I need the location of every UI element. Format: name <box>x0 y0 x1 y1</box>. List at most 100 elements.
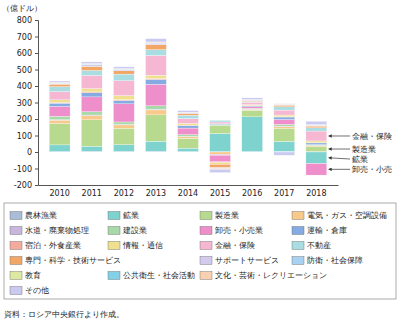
bar-segment <box>306 126 327 128</box>
bar-segment <box>145 106 166 109</box>
y-tick-label: 100 <box>17 132 32 141</box>
annotation-arrow <box>329 158 350 159</box>
y-tick-mark <box>35 152 38 153</box>
bar-segment <box>145 50 166 56</box>
legend-swatch <box>108 272 120 280</box>
x-tick-label: 2012 <box>114 189 134 198</box>
y-tick-mark <box>35 136 38 137</box>
bar-segment <box>145 115 166 141</box>
legend-item: 情報・通信 <box>108 241 163 250</box>
bar-segment <box>178 138 199 148</box>
legend-item: 金融・保険 <box>200 241 255 250</box>
annotation-label: 製造業 <box>352 145 376 154</box>
bar-segment <box>242 102 263 104</box>
y-axis-title: （億ドル） <box>2 4 42 13</box>
x-tick-label: 2018 <box>306 189 326 198</box>
bar-segment <box>113 67 134 69</box>
bar-segment <box>274 103 295 104</box>
y-tick: -100 <box>14 165 38 174</box>
legend-label: 文化・芸術・レクリエーション <box>215 271 327 280</box>
x-tick: 2013 <box>146 189 166 198</box>
bar-segment <box>306 147 327 152</box>
legend-item: 卸売・小売業 <box>200 226 263 235</box>
bar-segment <box>49 116 70 119</box>
bar-segment <box>210 122 231 124</box>
bar-segment <box>49 81 70 82</box>
bar-segment <box>306 125 327 126</box>
bar-segment <box>306 152 327 164</box>
y-tick-label: 200 <box>17 115 32 124</box>
bar-segment <box>306 164 327 176</box>
bar-segment <box>274 124 295 126</box>
legend-item: 不動産 <box>292 241 331 250</box>
y-tick: 300 <box>17 99 38 108</box>
legend-swatch <box>292 227 304 235</box>
bar-segment <box>81 66 102 70</box>
y-tick-label: 700 <box>17 33 32 42</box>
bar-segment <box>113 122 134 124</box>
annotation-label: 卸売・小売 <box>352 165 392 174</box>
series-group <box>49 110 327 151</box>
legend-label: 金融・保険 <box>215 241 255 250</box>
bar-segment <box>49 123 70 144</box>
bar-segment <box>210 120 231 122</box>
bar-segment <box>210 164 231 167</box>
bar-segment <box>210 155 231 162</box>
legend-swatch <box>292 242 304 250</box>
legend-item: その他 <box>10 286 49 295</box>
bar-segment <box>81 97 102 112</box>
x-tick-label: 2015 <box>210 189 230 198</box>
y-tick: -200 <box>14 181 38 190</box>
legend-item: 製造業 <box>200 211 239 220</box>
legend-swatch <box>200 227 212 235</box>
bar-segment <box>210 169 231 172</box>
bar-segment <box>81 75 102 88</box>
bar-segment <box>49 120 70 123</box>
bar-segment <box>49 82 70 83</box>
legend-item: 文化・芸術・レクリエーション <box>200 271 327 280</box>
bar-segment <box>306 141 327 143</box>
legend-swatch <box>200 212 212 220</box>
legend-swatch <box>292 257 304 265</box>
bar-segment <box>210 124 231 126</box>
legend-swatch <box>10 242 22 250</box>
bar-segment <box>113 125 134 128</box>
bar-segment <box>145 45 166 50</box>
legend-swatch <box>108 212 120 220</box>
series-group <box>49 43 327 168</box>
bar-segment <box>145 42 166 43</box>
bar-segment <box>210 152 231 154</box>
legend: 農林漁業鉱業製造業電気・ガス・空調設備水道・廃棄物処理建設業卸売・小売業運輸・倉… <box>4 203 396 299</box>
legend-label: 農林漁業 <box>25 211 57 220</box>
legend-swatch <box>10 227 22 235</box>
bar-segment <box>274 115 295 117</box>
bar-segment <box>274 107 295 110</box>
bar-segment <box>178 148 199 151</box>
y-tick: 0 <box>27 148 38 157</box>
y-tick-label: -200 <box>14 181 32 190</box>
series-group <box>49 39 327 173</box>
bar-segment <box>49 92 70 100</box>
x-tick-label: 2014 <box>178 189 198 198</box>
legend-swatch <box>200 272 212 280</box>
bar-segment <box>81 64 102 65</box>
y-tick-mark <box>35 169 38 170</box>
x-tick: 2017 <box>274 189 294 198</box>
x-tick-label: 2010 <box>49 189 69 198</box>
legend-label: 情報・通信 <box>122 241 163 250</box>
bar-segment <box>178 135 199 137</box>
bar-segment <box>274 103 295 104</box>
legend-label: 卸売・小売業 <box>215 226 263 235</box>
legend-label: サポートサービス <box>215 256 279 265</box>
x-tick-label: 2013 <box>146 189 166 198</box>
legend-item: 電気・ガス・空調設備 <box>292 211 387 220</box>
bar-segment <box>274 105 295 107</box>
bar-segment <box>242 107 263 109</box>
legend-frame <box>4 203 396 299</box>
bar-segment <box>49 83 70 84</box>
annotation-label: 金融・保険 <box>352 132 392 141</box>
bar-segment <box>242 98 263 100</box>
bar-segment <box>49 145 70 152</box>
bar-segment <box>49 84 70 86</box>
bar-segment <box>242 109 263 111</box>
